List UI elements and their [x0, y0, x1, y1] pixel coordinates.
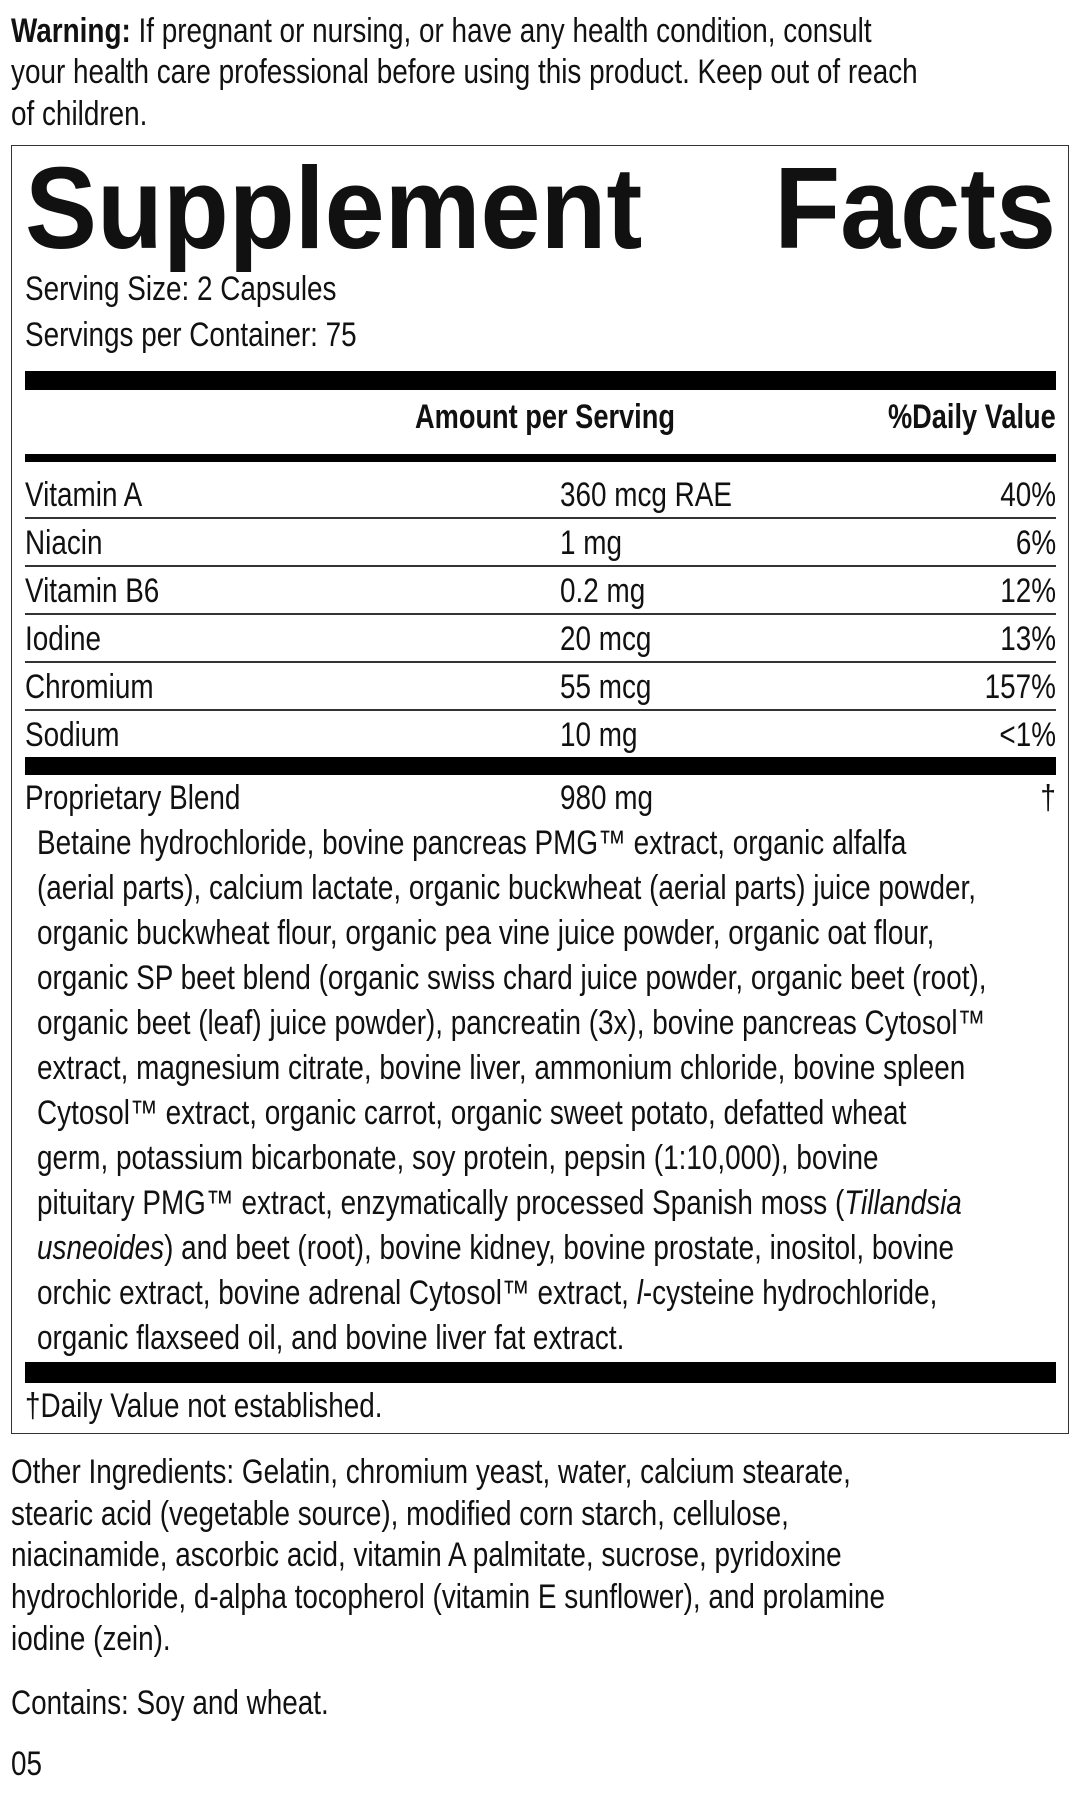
blend-ingredient-line: Cytosol™ extract, organic carrot, organi…: [37, 1093, 906, 1133]
other-ingredients-line: niacinamide, ascorbic acid, vitamin A pa…: [11, 1536, 842, 1575]
blend-ingredient-line: organic buckwheat flour, organic pea vin…: [37, 913, 934, 953]
warning-line-1: Warning: If pregnant or nursing, or have…: [11, 11, 872, 51]
blend-daily-value: †: [1040, 779, 1056, 817]
blend-ingredient-line: Betaine hydrochloride, bovine pancreas P…: [37, 823, 906, 863]
ingredient-text: pituitary PMG™ extract, enzymatically pr…: [37, 1184, 845, 1222]
blend-ingredient-line: usneoides) and beet (root), bovine kidne…: [37, 1228, 954, 1268]
other-ingredients-line: stearic acid (vegetable source), modifie…: [11, 1494, 789, 1533]
nutrient-amount: 1 mg: [560, 524, 622, 562]
ingredient-text: -cysteine hydrochloride,: [642, 1274, 938, 1312]
allergen-statement: Contains: Soy and wheat.: [11, 1684, 329, 1722]
row-divider: [25, 517, 1056, 519]
ingredient-text: organic buckwheat flour, organic pea vin…: [37, 914, 935, 952]
header-amount: Amount per Serving: [415, 398, 675, 436]
ingredient-text: Cytosol™ extract, organic carrot, organi…: [37, 1094, 907, 1132]
blend-ingredient-line: germ, potassium bicarbonate, soy protein…: [37, 1138, 879, 1178]
ingredient-text: l: [636, 1274, 643, 1312]
ingredient-text: organic flaxseed oil, and bovine liver f…: [37, 1319, 625, 1357]
ingredient-text: (aerial parts), calcium lactate, organic…: [37, 869, 977, 907]
divider-medium: [25, 454, 1056, 462]
blend-ingredient-line: (aerial parts), calcium lactate, organic…: [37, 868, 976, 908]
blend-ingredient-line: pituitary PMG™ extract, enzymatically pr…: [37, 1183, 962, 1223]
nutrient-daily-value: 13%: [1000, 620, 1056, 658]
header-daily-value: %Daily Value: [888, 398, 1056, 436]
ingredient-text: Betaine hydrochloride, bovine pancreas P…: [37, 824, 907, 862]
warning-line-2: your health care professional before usi…: [11, 53, 918, 91]
servings-per-container: Servings per Container: 75: [25, 316, 357, 354]
row-divider: [25, 613, 1056, 615]
nutrient-daily-value: 12%: [1000, 572, 1056, 610]
divider-thick: [25, 1362, 1056, 1383]
ingredient-text: ) and beet (root), bovine kidney, bovine…: [164, 1229, 955, 1267]
nutrient-daily-value: <1%: [999, 716, 1056, 754]
nutrient-name: Niacin: [25, 524, 103, 562]
other-ingredients-line: iodine (zein).: [11, 1619, 171, 1658]
nutrient-name: Vitamin A: [25, 476, 143, 514]
title-word-2: Facts: [774, 143, 1056, 273]
nutrient-name: Chromium: [25, 668, 154, 706]
nutrient-daily-value: 40%: [1000, 476, 1056, 514]
ingredient-text: germ, potassium bicarbonate, soy protein…: [37, 1139, 879, 1177]
divider-thick: [25, 757, 1056, 775]
row-divider: [25, 661, 1056, 663]
row-divider: [25, 709, 1056, 711]
supplement-facts-panel: [11, 145, 1069, 1434]
warning-label: Warning:: [11, 12, 131, 50]
nutrient-amount: 360 mcg RAE: [560, 476, 733, 514]
serving-size: Serving Size: 2 Capsules: [25, 270, 337, 308]
ingredient-text: extract, magnesium citrate, bovine liver…: [37, 1049, 966, 1087]
ingredient-text: organic SP beet blend (organic swiss cha…: [37, 959, 987, 997]
nutrient-daily-value: 6%: [1015, 524, 1056, 562]
label-code: 05: [11, 1745, 43, 1783]
nutrient-name: Iodine: [25, 620, 101, 658]
ingredient-text: usneoides: [37, 1229, 165, 1267]
nutrient-daily-value: 157%: [984, 668, 1056, 706]
blend-ingredient-line: organic beet (leaf) juice powder), pancr…: [37, 1003, 985, 1043]
nutrient-name: Vitamin B6: [25, 572, 160, 610]
blend-name: Proprietary Blend: [25, 779, 241, 817]
other-ingredients-line: Other Ingredients: Gelatin, chromium yea…: [11, 1453, 851, 1491]
title-word-1: Supplement: [25, 143, 643, 273]
panel-title: Supplement Facts: [25, 148, 1056, 268]
ingredient-text: Tillandsia: [844, 1184, 962, 1222]
nutrient-amount: 0.2 mg: [560, 572, 646, 610]
nutrient-name: Sodium: [25, 716, 120, 754]
blend-ingredient-line: extract, magnesium citrate, bovine liver…: [37, 1048, 965, 1088]
blend-ingredient-line: organic SP beet blend (organic swiss cha…: [37, 958, 986, 998]
ingredient-text: orchic extract, bovine adrenal Cytosol™ …: [37, 1274, 637, 1312]
divider-thick: [25, 371, 1056, 390]
footnote: †Daily Value not established.: [25, 1387, 383, 1425]
nutrient-amount: 55 mcg: [560, 668, 652, 706]
warning-text: If pregnant or nursing, or have any heal…: [138, 12, 872, 50]
nutrient-amount: 10 mg: [560, 716, 638, 754]
nutrient-amount: 20 mcg: [560, 620, 652, 658]
row-divider: [25, 565, 1056, 567]
warning-line-3: of children.: [11, 95, 148, 133]
ingredient-text: organic beet (leaf) juice powder), pancr…: [37, 1004, 986, 1042]
other-ingredients-line: hydrochloride, d-alpha tocopherol (vitam…: [11, 1578, 886, 1617]
blend-ingredient-line: organic flaxseed oil, and bovine liver f…: [37, 1318, 624, 1358]
blend-amount: 980 mg: [560, 779, 653, 817]
blend-ingredient-line: orchic extract, bovine adrenal Cytosol™ …: [37, 1273, 937, 1313]
